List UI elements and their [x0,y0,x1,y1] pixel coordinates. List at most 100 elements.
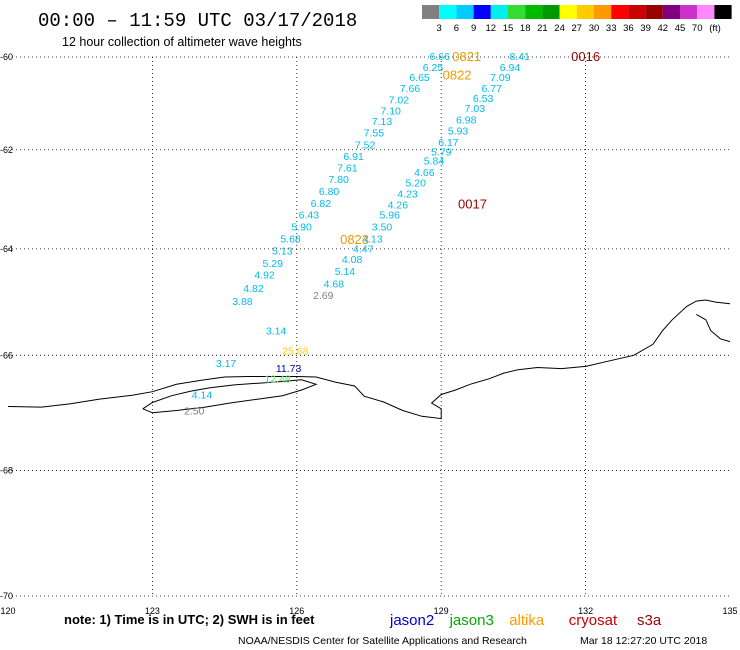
wave-height-value: 4.23 [397,189,418,201]
wave-height-value: 4.47 [353,243,374,255]
legend-label: 30 [589,23,600,34]
legend-label: 42 [658,23,669,34]
legend-label: 36 [623,23,634,34]
wave-height-value: 5.90 [291,221,312,233]
wave-height-value: 4.08 [342,254,363,266]
wave-height-value: 7.66 [400,83,421,95]
footer-note: note: 1) Time is in UTC; 2) SWH is in fe… [64,612,315,627]
legend-label: 9 [471,23,476,34]
wave-height-value: 6.94 [500,62,521,74]
wave-height-value: 6.98 [456,114,477,126]
legend-label: 6 [454,23,459,34]
wave-height-value: 6.25 [423,62,444,74]
legend-unit: (ft) [709,23,721,34]
wave-height-value: 2.50 [184,406,205,418]
satellite-name: jason3 [449,612,494,629]
pass-time-label: 0821 [452,49,481,64]
wave-height-value: 3.17 [216,358,237,370]
wave-height-value: 5.68 [280,234,301,246]
wave-height-value: 4.66 [414,167,435,179]
legend-label: 27 [572,23,583,34]
legend-label: 70 [692,23,703,34]
legend-label: 18 [520,23,531,34]
lon-tick-label: 126 [289,606,304,616]
wave-height-value: 7.61 [337,163,358,175]
lat-tick-label: -64 [0,244,13,254]
wave-height-value: 5.20 [405,178,426,190]
wave-height-value: 6.17 [438,137,459,149]
lon-tick-label: 120 [0,606,15,616]
wave-height-value: 6.91 [343,151,364,163]
wave-height-value: 6.43 [299,209,320,221]
legend-label: 33 [606,23,617,34]
satellite-name: jason2 [389,612,434,629]
legend-swatch [490,5,508,19]
wave-height-value: 5.13 [272,245,293,257]
legend-label: 15 [503,23,514,34]
map-subtitle: 12 hour collection of altimeter wave hei… [62,35,302,49]
legend-swatch [576,5,594,19]
wave-height-value: 6.82 [311,198,332,210]
legend-swatch [473,5,491,19]
wave-height-value: 7.80 [328,174,349,186]
wave-height-value: 4.68 [324,279,345,291]
legend-swatch [559,5,577,19]
coastline [7,299,731,420]
legend-label: 45 [675,23,686,34]
pass-time-label: 0822 [443,68,472,83]
coastline-segment [696,313,731,343]
legend-swatch [525,5,543,19]
wave-height-value: 3.50 [372,221,393,233]
wave-height-value: 3.14 [266,326,287,338]
legend-swatch [645,5,663,19]
legend-label: 3 [437,23,442,34]
legend-swatch [508,5,526,19]
wave-height-value: 7.03 [465,103,486,115]
lat-tick-label: -60 [0,52,13,62]
wave-height-value: 5.93 [448,126,469,138]
legend-swatch [439,5,457,19]
wave-height-value: 5.79 [431,147,452,159]
wave-height-value: 4.26 [388,199,409,211]
wave-height-value: 7.13 [372,116,393,128]
legend-swatch [662,5,680,19]
wave-height-value: 12.48 [264,374,290,386]
legend-swatch [680,5,698,19]
legend-label: 39 [640,23,651,34]
pass-time-label: 0823 [340,232,369,247]
wave-height-value: 7.10 [380,106,401,118]
lat-tick-label: -68 [0,465,13,475]
color-legend: 3 6 9 12 15 18 21 24 27 30 33 36 39 42 45 70 (ft) [422,5,732,34]
satellite-name: s3a [637,612,662,629]
pass-time-label: 0016 [571,49,600,64]
wave-height-value: 25.68 [282,345,308,357]
legend-swatch [542,5,560,19]
wave-height-value: 6.77 [482,83,503,95]
legend-swatch [611,5,629,19]
pass-time-labels: 0821 0822 0823 0016 0017 [340,49,600,247]
lon-tick-label: 135 [722,606,737,616]
lat-tick-label: -66 [0,350,13,360]
wave-height-value: 4.14 [192,390,213,402]
wave-height-value: 7.09 [490,72,511,84]
legend-swatch [422,5,440,19]
legend-swatch [594,5,612,19]
wave-height-value: 6.53 [473,93,494,105]
wave-height-value: 7.55 [364,128,385,140]
wave-height-value: 6.66 [430,51,451,63]
wave-height-value: 11.73 [276,363,302,375]
footer-timestamp: Mar 18 12:27:20 UTC 2018 [580,635,707,647]
wave-height-value: 5.84 [424,155,445,167]
legend-label: 24 [554,23,565,34]
satellite-name: cryosat [569,612,618,629]
wave-height-value: 2.69 [313,290,334,302]
wave-height-value: 5.14 [335,266,356,278]
satellite-name: altika [509,612,545,629]
satellite-legend: jason2 jason3 altika cryosat s3a [389,612,662,629]
footer-credit: NOAA/NESDIS Center for Satellite Applica… [238,635,527,647]
wave-height-observations: 6.666.256.657.667.027.107.137.557.526.91… [184,51,530,417]
lon-tick-label: 132 [578,606,593,616]
wave-height-value: 6.80 [319,186,340,198]
wave-height-value: 6.65 [409,72,430,84]
